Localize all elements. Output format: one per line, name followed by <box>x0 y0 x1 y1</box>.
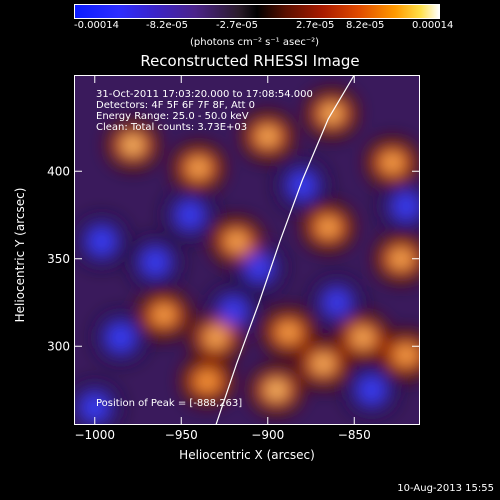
heatmap-cool-core <box>89 228 115 254</box>
annotation-line: 31-Oct-2011 17:03:20.000 to 17:08:54.000 <box>96 89 313 100</box>
x-tick-label: −850 <box>338 428 371 442</box>
colorbar <box>74 4 440 19</box>
heatmap-hot-core <box>192 162 205 173</box>
heatmap-hot-core <box>269 384 284 396</box>
heatmap-cool-core <box>177 203 202 227</box>
heatmap-cool-core <box>82 395 107 420</box>
heatmap-cool-core <box>221 299 245 324</box>
heatmap-cool-core <box>290 173 315 198</box>
colorbar-tick: 2.7e-05 <box>296 20 335 31</box>
solar-limb-arc <box>215 75 355 425</box>
annotation-line: Clean: Total counts: 3.73E+03 <box>96 122 247 133</box>
colorbar-tick: -0.00014 <box>74 20 119 31</box>
heatmap-cool-core <box>143 250 168 275</box>
heatmap-cool-core <box>107 324 134 351</box>
heatmap-hot-core <box>356 332 369 343</box>
x-tick-label: −1000 <box>74 428 115 442</box>
heatmap-cool-core <box>247 255 271 280</box>
heatmap-cool-core <box>359 377 384 403</box>
annotation-line: Detectors: 4F 5F 6F 7F 8F, Att 0 <box>96 100 255 111</box>
heatmap-hot-core <box>209 332 222 343</box>
heatmap-hot-core <box>323 222 334 232</box>
y-tick-label: 300 <box>47 339 70 353</box>
peak-position-label: Position of Peak = [-888,263] <box>96 398 242 409</box>
x-axis-label: Heliocentric X (arcsec) <box>179 448 315 462</box>
heatmap-hot-core <box>283 328 294 337</box>
colorbar-tick: 8.2e-05 <box>346 20 385 31</box>
annotation-line: Energy Range: 25.0 - 50.0 keV <box>96 111 249 122</box>
plot-area: −1000 −950 −900 −850 300 350 400 31-Oct-2011 1… <box>47 75 420 442</box>
x-tick-label: −900 <box>251 428 284 442</box>
heatmap-hot-core <box>387 158 398 167</box>
y-tick-label: 400 <box>47 164 70 178</box>
y-tick-label: 350 <box>47 252 70 266</box>
colorbar-tick: 0.00014 <box>412 20 454 31</box>
x-tick-label: −950 <box>165 428 198 442</box>
date-stamp: 10-Aug-2013 15:55 <box>397 483 494 494</box>
heatmap-hot-core <box>261 131 274 142</box>
colorbar-units: (photons cm⁻² s⁻¹ asec⁻²) <box>190 37 320 48</box>
heatmap-hot-core <box>231 236 243 247</box>
heatmap-blobs <box>74 87 420 425</box>
y-axis-label: Heliocentric Y (arcsec) <box>13 187 27 323</box>
plot-frame <box>74 75 420 425</box>
chart-title: Reconstructed RHESSI Image <box>140 52 360 70</box>
heatmap-hot-core <box>401 350 412 360</box>
heatmap-cool-core <box>325 291 349 314</box>
heatmap-hot-core <box>203 377 212 385</box>
heatmap-svg: −1000 −950 −900 −850 300 350 400 31-Oct-2011 1… <box>47 75 420 442</box>
colorbar-tick: -2.7e-05 <box>216 20 258 31</box>
colorbar-tick: -8.2e-05 <box>146 20 188 31</box>
heatmap-hot-core <box>125 139 140 151</box>
heatmap-hot-core <box>159 310 169 319</box>
heatmap-hot-core <box>316 358 330 370</box>
heatmap-hot-core <box>395 253 407 264</box>
heatmap-cool-core <box>394 194 419 219</box>
